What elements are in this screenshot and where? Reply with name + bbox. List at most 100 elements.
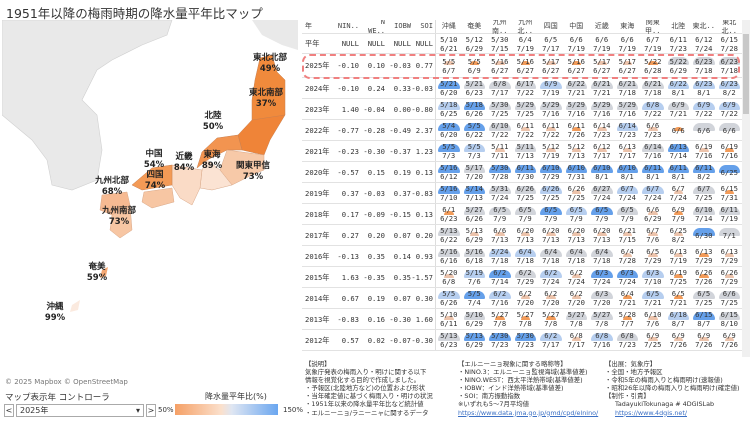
date-cell[interactable]: 6/11 8/1 bbox=[640, 162, 666, 182]
date-cell[interactable]: 6/19 7/16 bbox=[691, 141, 717, 161]
year-row[interactable]: 2024年 -0.10 0.24 0.33 -0.03 5/21 6/20 5/21 6/23 6… bbox=[302, 78, 742, 99]
date-cell[interactable]: 6/10 7/14 bbox=[691, 204, 717, 224]
year-row[interactable]: 2018年 0.17 -0.09 -0.15 0.13 6/1 6/23 5/27 6/26 6/… bbox=[302, 204, 742, 225]
date-cell[interactable]: 5/18 6/26 bbox=[462, 99, 488, 119]
date-cell[interactable]: 6/25 8/2 bbox=[666, 225, 692, 245]
date-cell[interactable]: 6/6 bbox=[691, 120, 717, 140]
date-cell[interactable]: 6/20 7/13 bbox=[589, 225, 615, 245]
date-cell[interactable]: 5/16 7/10 bbox=[436, 183, 462, 203]
prev-year-button[interactable]: < bbox=[4, 404, 14, 417]
date-cell[interactable]: 5/29 7/16 bbox=[589, 99, 615, 119]
date-cell[interactable]: 6/5 7/21 bbox=[666, 288, 692, 308]
date-cell[interactable]: 6/10 7/31 bbox=[564, 162, 590, 182]
date-cell[interactable]: 6/22 7/21 bbox=[564, 78, 590, 98]
year-row[interactable]: 2013年 -0.83 0.16 -0.30 1.60 5/10 6/11 5/10 6/29 5… bbox=[302, 309, 742, 330]
column-header[interactable]: 近畿 bbox=[594, 22, 609, 30]
date-cell[interactable]: 6/5 7/17 bbox=[538, 34, 564, 53]
date-cell[interactable]: 6/3 7/24 bbox=[589, 267, 615, 287]
date-cell[interactable]: 6/7 7/24 bbox=[666, 183, 692, 203]
source-link[interactable]: https://www.4dgis.net/ bbox=[615, 408, 687, 417]
date-cell[interactable]: 5/10 6/21 bbox=[436, 34, 462, 53]
year-row[interactable]: 2019年 0.37 -0.03 0.37 -0.83 5/16 7/10 5/14 7/13 5… bbox=[302, 183, 742, 204]
date-cell[interactable]: 6/20 7/13 bbox=[538, 225, 564, 245]
date-cell[interactable]: 5/13 6/23 bbox=[436, 330, 462, 350]
region-amami[interactable] bbox=[100, 267, 108, 278]
date-cell[interactable]: 6/22 8/1 bbox=[666, 78, 692, 98]
date-cell[interactable]: 6/11 7/26 bbox=[564, 120, 590, 140]
date-cell[interactable]: 5/16 6/27 bbox=[513, 54, 539, 77]
column-header[interactable]: 年 bbox=[305, 22, 312, 30]
year-row[interactable]: 2016年 -0.13 0.35 0.14 0.93 5/16 6/16 5/16 6/18 5/… bbox=[302, 246, 742, 267]
date-cell[interactable]: 5/16 6/12 bbox=[436, 162, 462, 182]
date-cell[interactable]: 5/30 7/23 bbox=[487, 330, 513, 350]
date-cell[interactable]: 6/25 bbox=[717, 162, 743, 182]
date-cell[interactable]: 6/7 7/24 bbox=[640, 183, 666, 203]
year-row[interactable]: 2015年 1.63 -0.35 0.35 -1.57 5/20 6/8 5/19 7/6 6/2… bbox=[302, 267, 742, 288]
date-cell[interactable]: 6/4 7/18 bbox=[538, 246, 564, 266]
date-cell[interactable]: 6/6 bbox=[666, 120, 692, 140]
date-cell[interactable]: 6/6 bbox=[717, 120, 743, 140]
date-cell[interactable]: 5/30 7/15 bbox=[487, 34, 513, 53]
date-cell[interactable]: 6/18 8/7 bbox=[666, 309, 692, 329]
column-header[interactable]: 関東甲.. bbox=[645, 20, 661, 35]
date-cell[interactable]: 6/9 7/21 bbox=[666, 99, 692, 119]
date-cell[interactable]: 6/30 bbox=[691, 225, 717, 245]
date-cell[interactable]: 6/15 7/31 bbox=[717, 183, 743, 203]
date-cell[interactable]: 6/2 7/16 bbox=[487, 288, 513, 308]
year-row[interactable]: 2023年 1.40 -0.04 0.00 -0.80 5/18 6/25 5/18 6/26 5… bbox=[302, 99, 742, 120]
date-cell[interactable]: 6/21 7/18 bbox=[640, 78, 666, 98]
date-cell[interactable]: 6/4 7/18 bbox=[589, 246, 615, 266]
date-cell[interactable]: 6/8 7/22 bbox=[640, 99, 666, 119]
year-row[interactable]: 2020年 -0.57 0.15 0.19 0.13 5/16 6/12 5/17 7/20 5/… bbox=[302, 162, 742, 183]
date-cell[interactable]: 6/12 7/24 bbox=[691, 34, 717, 53]
date-cell[interactable]: 5/30 7/23 bbox=[513, 330, 539, 350]
date-cell[interactable]: 5/30 7/25 bbox=[487, 99, 513, 119]
date-cell[interactable]: 6/10 7/29 bbox=[538, 162, 564, 182]
date-cell[interactable]: 6/11 7/22 bbox=[538, 120, 564, 140]
date-cell[interactable]: 6/17 7/22 bbox=[513, 78, 539, 98]
date-cell[interactable]: 6/19 7/16 bbox=[717, 141, 743, 161]
date-cell[interactable]: 5/21 6/20 bbox=[436, 78, 462, 98]
year-row[interactable]: 2022年 -0.77 -0.28 -0.49 2.37 5/4 6/20 5/5 6/22 6/… bbox=[302, 120, 742, 141]
date-cell[interactable]: 6/6 7/23 bbox=[640, 120, 666, 140]
date-cell[interactable]: 6/9 7/22 bbox=[717, 99, 743, 119]
year-row[interactable]: 2025年 -0.10 0.10 -0.03 0.77 5/5 6/7 5/5 6/9 5/16 6… bbox=[302, 54, 742, 78]
rainy-season-table[interactable]: 年 NIN.. N WE.. IOBW SOI 沖縄 奄美 九州南.. 九州北.. 四国 中国 近畿 東… bbox=[302, 20, 742, 357]
date-cell[interactable]: 6/13 7/19 bbox=[666, 246, 692, 266]
date-cell[interactable]: 6/5 7/29 bbox=[640, 246, 666, 266]
year-row[interactable]: 2014年 0.67 0.19 0.07 0.30 5/5 6/26 5/5 7/4 6/2 7/1… bbox=[302, 288, 742, 309]
normal-row[interactable]: 平年 NULL NULL NULL NULL 5/10 6/21 5/12 6/29 5/30 7/… bbox=[302, 34, 742, 54]
date-cell[interactable]: 5/19 7/6 bbox=[462, 267, 488, 287]
date-cell[interactable]: 5/24 7/18 bbox=[487, 246, 513, 266]
date-cell[interactable]: 6/9 7/26 bbox=[717, 330, 743, 350]
date-cell[interactable]: 5/17 6/27 bbox=[538, 54, 564, 77]
region-tohoku-south[interactable] bbox=[237, 114, 286, 156]
date-cell[interactable]: 6/3 7/10 bbox=[640, 267, 666, 287]
date-cell[interactable]: 5/5 7/4 bbox=[462, 288, 488, 308]
date-cell[interactable]: 6/13 7/29 bbox=[691, 246, 717, 266]
date-cell[interactable]: 6/9 7/25 bbox=[640, 330, 666, 350]
date-cell[interactable]: 6/5 7/25 bbox=[691, 288, 717, 308]
column-header[interactable]: 九州北.. bbox=[517, 20, 533, 35]
date-cell[interactable]: 6/27 7/24 bbox=[589, 183, 615, 203]
year-row[interactable]: 2021年 -0.23 -0.30 -0.37 1.23 5/5 7/3 5/5 7/3 5/11… bbox=[302, 141, 742, 162]
date-cell[interactable]: 5/13 6/29 bbox=[462, 330, 488, 350]
date-cell[interactable]: 5/18 6/25 bbox=[436, 99, 462, 119]
date-cell[interactable]: 5/10 6/29 bbox=[462, 309, 488, 329]
date-cell[interactable]: 6/8 7/23 bbox=[615, 330, 641, 350]
date-cell[interactable]: 6/9 7/26 bbox=[691, 330, 717, 350]
column-header[interactable]: 東北.. bbox=[692, 22, 715, 30]
date-cell[interactable]: 6/5 7/9 bbox=[564, 204, 590, 224]
date-cell[interactable]: 5/16 6/18 bbox=[462, 246, 488, 266]
japan-map[interactable]: 東北北部 49% 東北南部 37% 北陸 50% 関東甲信 73% 東海 89% 近畿 84… bbox=[2, 20, 298, 376]
date-cell[interactable]: 6/2 7/17 bbox=[538, 330, 564, 350]
date-cell[interactable]: 5/27 7/8 bbox=[513, 309, 539, 329]
date-cell[interactable]: 6/5 7/9 bbox=[487, 204, 513, 224]
date-cell[interactable]: 6/19 7/25 bbox=[666, 267, 692, 287]
date-cell[interactable]: 6/20 7/13 bbox=[564, 225, 590, 245]
date-cell[interactable]: 6/13 7/29 bbox=[717, 246, 743, 266]
date-cell[interactable]: 6/21 7/18 bbox=[615, 78, 641, 98]
date-cell[interactable]: 6/23 8/2 bbox=[717, 78, 743, 98]
column-header[interactable]: 東北北.. bbox=[721, 20, 737, 35]
date-cell[interactable]: 6/7 7/25 bbox=[691, 183, 717, 203]
